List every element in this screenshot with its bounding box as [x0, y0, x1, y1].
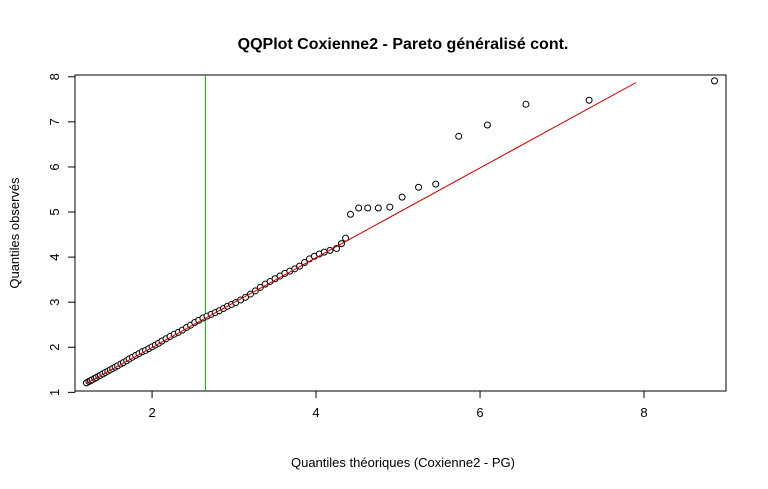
x-tick-label: 4 [312, 405, 319, 420]
x-axis-label: Quantiles théoriques (Coxienne2 - PG) [291, 455, 515, 470]
x-tick-label: 2 [148, 405, 155, 420]
y-tick-label: 1 [47, 389, 62, 396]
data-point [415, 183, 423, 191]
data-point [346, 210, 354, 218]
data-point [522, 100, 530, 108]
y-tick-label: 4 [47, 253, 62, 260]
data-point [374, 204, 382, 212]
x-tick-label: 8 [640, 405, 647, 420]
y-tick-label: 5 [47, 208, 62, 215]
data-point [483, 121, 491, 129]
data-point [364, 204, 372, 212]
data-point [432, 180, 440, 188]
data-point [585, 96, 593, 104]
plot-frame [74, 74, 727, 392]
chart-title: QQPlot Coxienne2 - Pareto généralisé con… [238, 36, 569, 53]
y-axis: 1 2 3 4 5 6 7 8 [47, 73, 76, 396]
y-tick-label: 2 [47, 344, 62, 351]
y-tick-label: 8 [47, 73, 62, 80]
x-axis: 2 4 6 8 [148, 390, 648, 420]
data-point [711, 77, 719, 85]
y-tick-label: 7 [47, 118, 62, 125]
y-axis-label: Quantiles observés [7, 177, 22, 289]
reference-line-overlay [86, 239, 350, 384]
data-point [386, 203, 394, 211]
data-point [355, 204, 363, 212]
y-tick-label: 6 [47, 163, 62, 170]
y-tick-label: 3 [47, 299, 62, 306]
data-points [82, 77, 719, 387]
data-point [455, 132, 463, 140]
x-tick-label: 6 [476, 405, 483, 420]
data-point [398, 193, 406, 201]
